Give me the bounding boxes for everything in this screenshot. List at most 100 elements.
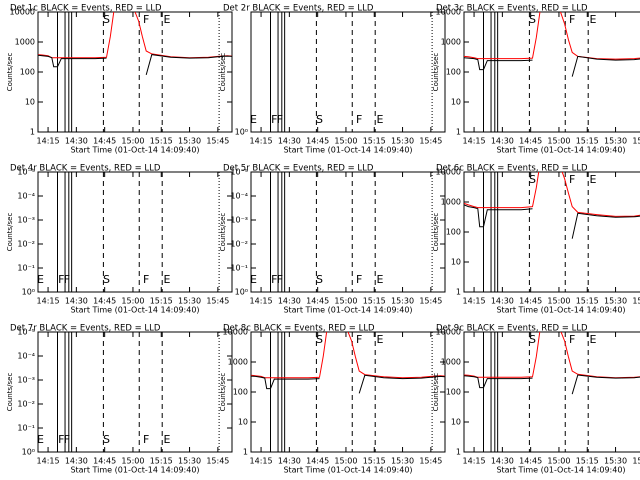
- x-axis-label: Start Time (01-Oct-14 14:09:40): [283, 306, 412, 315]
- x-axis-label: Start Time (01-Oct-14 14:09:40): [70, 146, 199, 155]
- x-tick-label: 15:15: [576, 297, 599, 306]
- y-axis-label: Counts/sec: [6, 373, 14, 412]
- series-line: [464, 12, 640, 60]
- y-tick-label: 1: [30, 128, 35, 137]
- x-tick-label: 14:45: [306, 457, 329, 466]
- y-tick-label: 100: [20, 68, 35, 77]
- flag-label: F: [143, 273, 149, 286]
- y-tick-label: 10⁰: [22, 448, 35, 457]
- x-tick-label: 14:30: [491, 137, 514, 146]
- x-tick-label: 15:15: [363, 137, 386, 146]
- x-axis-label: Start Time (01-Oct-14 14:09:40): [496, 466, 625, 475]
- x-tick-label: 14:15: [250, 457, 273, 466]
- x-tick-label: 15:15: [363, 457, 386, 466]
- chart-title: Det 8c BLACK = Events, RED = LLD: [223, 324, 375, 334]
- y-tick-label: 100: [446, 68, 461, 77]
- x-axis-label: Start Time (01-Oct-14 14:09:40): [283, 146, 412, 155]
- x-axis-label: Start Time (01-Oct-14 14:09:40): [283, 466, 412, 475]
- x-tick-label: 15:45: [206, 137, 229, 146]
- y-axis-label: Counts/sec: [219, 53, 227, 92]
- y-tick-label: 10⁻³: [230, 216, 248, 225]
- y-tick-label: 10000: [10, 8, 35, 17]
- y-axis-label: Counts/sec: [432, 53, 440, 92]
- x-tick-label: 14:45: [93, 457, 116, 466]
- y-tick-label: 10⁰: [22, 288, 35, 297]
- x-tick-label: 14:30: [278, 457, 301, 466]
- x-tick-label: 14:15: [463, 457, 486, 466]
- chart-title: Det 1c BLACK = Events, RED = LLD: [10, 4, 162, 14]
- y-tick-label: 10⁻²: [17, 240, 35, 249]
- x-axis-label: Start Time (01-Oct-14 14:09:40): [496, 146, 625, 155]
- y-tick-label: 10: [25, 98, 35, 107]
- x-tick-label: 14:30: [278, 297, 301, 306]
- panel: 10⁰ 10⁻¹ 10⁻² 10⁻³ 10⁻⁴ 10⁻⁵ 14:15 14:30 14:45 15…: [6, 164, 233, 315]
- panel: 1 10 100 1000 10000 14:15 14:30 14:45 15:00 15:15…: [432, 4, 640, 155]
- flag-label: F: [58, 433, 64, 446]
- flag-label: E: [376, 333, 383, 346]
- x-tick-label: 15:45: [632, 457, 640, 466]
- x-tick-label: 14:45: [306, 297, 329, 306]
- y-tick-label: 10⁻²: [230, 240, 248, 249]
- flag-label: E: [163, 13, 170, 26]
- y-tick-label: 1: [456, 288, 461, 297]
- y-tick-label: 1000: [441, 198, 461, 207]
- x-tick-label: 15:00: [334, 137, 357, 146]
- y-tick-label: 10: [451, 258, 461, 267]
- x-tick-label: 14:15: [250, 137, 273, 146]
- panel: 1 10 100 1000 10000 14:15 14:30 14:45 15:00 15:15…: [219, 324, 446, 475]
- x-tick-label: 15:45: [632, 297, 640, 306]
- x-tick-label: 15:45: [632, 137, 640, 146]
- x-tick-label: 15:00: [334, 457, 357, 466]
- x-tick-label: 14:45: [93, 137, 116, 146]
- y-tick-label: 1000: [441, 358, 461, 367]
- y-tick-label: 10000: [436, 168, 461, 177]
- x-axis-label: Start Time (01-Oct-14 14:09:40): [70, 466, 199, 475]
- x-tick-label: 15:45: [206, 297, 229, 306]
- y-axis-label: Counts/sec: [219, 373, 227, 412]
- y-tick-label: 10⁻¹: [230, 264, 248, 273]
- y-tick-label: 100: [446, 228, 461, 237]
- x-tick-label: 15:30: [604, 457, 627, 466]
- flag-label: E: [37, 273, 44, 286]
- flag-label: F: [64, 433, 70, 446]
- panel: 10⁰ 10⁻¹ 10⁻² 10⁻³ 10⁻⁴ 10⁻⁵ 14:15 14:30 14:45 15…: [219, 164, 446, 315]
- x-tick-label: 14:45: [93, 297, 116, 306]
- x-tick-label: 15:00: [121, 297, 144, 306]
- flag-label: F: [64, 273, 70, 286]
- flag-label: F: [143, 13, 149, 26]
- panel: 1 10 100 1000 10000 14:15 14:30 14:45 15:00 15:15…: [432, 324, 640, 475]
- x-tick-label: 15:15: [576, 457, 599, 466]
- y-tick-label: 10⁻³: [17, 216, 35, 225]
- flag-label: E: [589, 13, 596, 26]
- x-tick-label: 15:45: [206, 457, 229, 466]
- x-tick-label: 14:45: [519, 457, 542, 466]
- series-line: [464, 55, 640, 77]
- y-tick-label: 10: [451, 418, 461, 427]
- flag-label: F: [356, 113, 362, 126]
- flag-label: S: [316, 113, 323, 126]
- y-axis-label: Counts/sec: [6, 53, 14, 92]
- y-tick-label: 10000: [223, 328, 248, 337]
- y-tick-label: 1000: [15, 38, 35, 47]
- flag-label: F: [356, 273, 362, 286]
- flag-label: F: [143, 433, 149, 446]
- x-tick-label: 15:30: [178, 457, 201, 466]
- series-line: [464, 204, 640, 239]
- x-tick-label: 15:00: [547, 137, 570, 146]
- x-tick-label: 14:45: [519, 297, 542, 306]
- y-tick-label: 10⁻⁴: [17, 352, 35, 361]
- flag-label: E: [163, 433, 170, 446]
- x-tick-label: 14:15: [463, 137, 486, 146]
- x-tick-label: 14:30: [65, 457, 88, 466]
- chart-title: Det 5r BLACK = Events, RED = LLD: [223, 164, 374, 174]
- y-tick-label: 10000: [436, 328, 461, 337]
- x-tick-label: 14:45: [306, 137, 329, 146]
- x-tick-label: 15:15: [576, 137, 599, 146]
- flag-label: S: [103, 13, 110, 26]
- y-tick-label: 10⁻⁵: [17, 168, 35, 177]
- flag-label: F: [356, 333, 362, 346]
- y-tick-label: 1: [456, 128, 461, 137]
- plot-frame: [37, 171, 233, 293]
